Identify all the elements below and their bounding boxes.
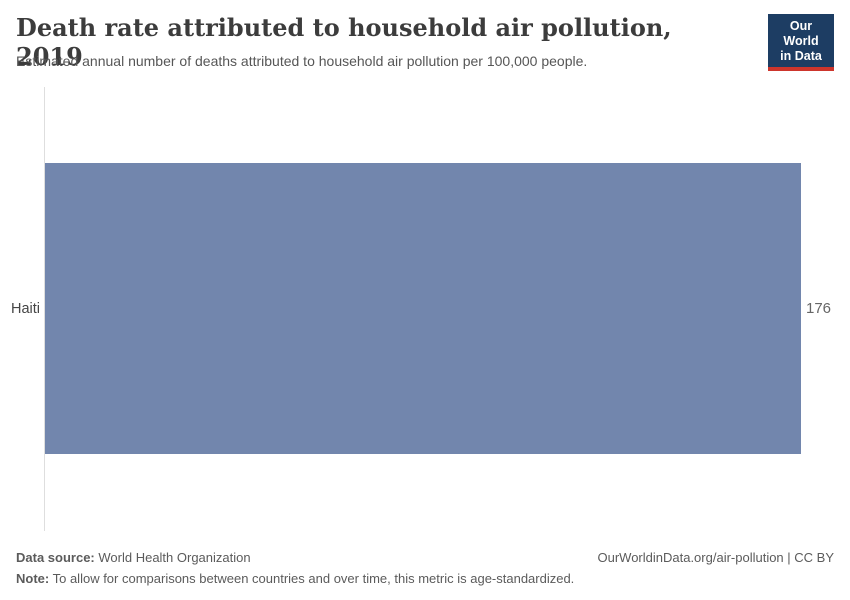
data-source-line: Data source: World Health Organization <box>16 547 834 568</box>
note-line: Note: To allow for comparisons between c… <box>16 568 834 589</box>
data-source-label: Data source: <box>16 550 95 565</box>
chart-subtitle: Estimated annual number of deaths attrib… <box>16 53 588 69</box>
bar-value-label: 176 <box>806 300 832 317</box>
owid-logo-line2: in Data <box>780 49 822 63</box>
chart-footer: Data source: World Health Organization N… <box>16 547 834 589</box>
chart-title: Death rate attributed to household air p… <box>16 13 672 71</box>
note-value: To allow for comparisons between countri… <box>52 571 575 586</box>
bar-track <box>45 163 801 454</box>
note-label: Note: <box>16 571 50 586</box>
entity-label-haiti: Haiti <box>10 300 40 317</box>
owid-logo-line1: Our World <box>783 19 819 48</box>
owid-logo[interactable]: Our World in Data <box>768 14 834 71</box>
y-axis-line <box>44 87 45 531</box>
data-source-value[interactable]: World Health Organization <box>98 550 251 565</box>
bar[interactable] <box>45 163 801 454</box>
footer-url[interactable]: OurWorldinData.org/air-pollution | CC BY <box>597 550 834 565</box>
